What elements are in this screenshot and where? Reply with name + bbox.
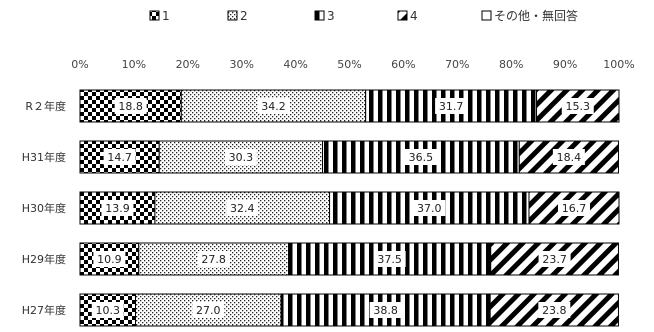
data-label-box	[101, 200, 134, 216]
legend-item: その他・無回答	[481, 8, 578, 23]
data-label: 37.5	[377, 253, 402, 266]
category-label: H30年度	[22, 201, 66, 215]
data-label-box	[93, 251, 126, 267]
bars: 18.8 34.2 31.7 15.3 14.7 30.3 36.5 18.4 13.9 32.4…	[79, 89, 620, 327]
data-label-box	[91, 302, 124, 318]
data-label: 30.3	[229, 151, 254, 164]
legend-swatch	[314, 10, 325, 21]
legend-swatch	[481, 10, 492, 21]
category-label: H29年度	[22, 252, 66, 266]
x-tick-label: 50%	[337, 58, 361, 71]
legend-label: 3	[327, 9, 335, 23]
data-label: 16.7	[562, 202, 587, 215]
x-tick-label: 100%	[603, 58, 634, 71]
legend-label: 2	[240, 9, 248, 23]
data-label-box	[538, 302, 571, 318]
legend-label: その他・無回答	[494, 8, 578, 23]
data-label-box	[557, 200, 590, 216]
x-tick-label: 60%	[391, 58, 415, 71]
legend: 1 2 3 4 その他・無回答	[149, 8, 578, 23]
data-label-box	[192, 302, 225, 318]
x-tick-label: 0%	[71, 58, 88, 71]
legend-item: 4	[397, 9, 418, 23]
data-label: 18.4	[557, 151, 582, 164]
data-label-box	[197, 251, 230, 267]
x-tick-label: 30%	[229, 58, 253, 71]
legend-item: 2	[227, 9, 248, 23]
data-label-box	[257, 98, 290, 114]
category-label: R２年度	[25, 99, 66, 113]
data-label-box	[369, 302, 402, 318]
data-label-box	[373, 251, 406, 267]
data-label: 10.9	[97, 253, 122, 266]
data-label: 14.7	[107, 151, 132, 164]
bar-segment	[528, 191, 620, 225]
data-label: 31.7	[439, 100, 464, 113]
x-tick-label: 70%	[445, 58, 469, 71]
legend-item: 1	[149, 9, 170, 23]
data-label-box	[552, 149, 585, 165]
x-tick-label: 20%	[176, 58, 200, 71]
legend-item: 3	[314, 9, 335, 23]
data-label-box	[538, 251, 571, 267]
x-tick-label: 80%	[499, 58, 523, 71]
data-label: 23.8	[542, 304, 567, 317]
x-tick-label: 10%	[122, 58, 146, 71]
x-tick-label: 90%	[553, 58, 577, 71]
legend-swatch	[227, 10, 238, 21]
x-tick-label: 40%	[283, 58, 307, 71]
data-label: 10.3	[96, 304, 121, 317]
data-label: 23.7	[542, 253, 567, 266]
data-label: 34.2	[261, 100, 286, 113]
data-label-box	[435, 98, 468, 114]
data-label-box	[224, 149, 257, 165]
legend-label: 1	[162, 9, 170, 23]
data-label: 13.9	[105, 202, 130, 215]
data-label-box	[114, 98, 147, 114]
data-label-box	[561, 98, 594, 114]
data-label: 38.8	[373, 304, 398, 317]
data-label: 32.4	[230, 202, 255, 215]
data-label-box	[413, 200, 446, 216]
category-label: H31年度	[22, 150, 66, 164]
data-label: 27.0	[196, 304, 221, 317]
legend-swatch	[149, 10, 160, 21]
y-axis: R２年度 H31年度 H30年度 H29年度 H27年度	[22, 99, 66, 317]
x-axis: 0% 10% 20% 30% 40% 50% 60% 70% 80% 90% 100%	[71, 58, 634, 71]
legend-swatch	[397, 10, 408, 21]
data-label: 27.8	[201, 253, 226, 266]
data-label: 15.3	[566, 100, 591, 113]
data-label: 37.0	[417, 202, 442, 215]
data-label-box	[226, 200, 259, 216]
category-label: H27年度	[22, 303, 66, 317]
bar-segment	[180, 89, 367, 123]
data-label: 36.5	[409, 151, 434, 164]
data-label-box	[404, 149, 437, 165]
legend-label: 4	[410, 9, 418, 23]
data-label-box	[103, 149, 136, 165]
data-label: 18.8	[118, 100, 143, 113]
